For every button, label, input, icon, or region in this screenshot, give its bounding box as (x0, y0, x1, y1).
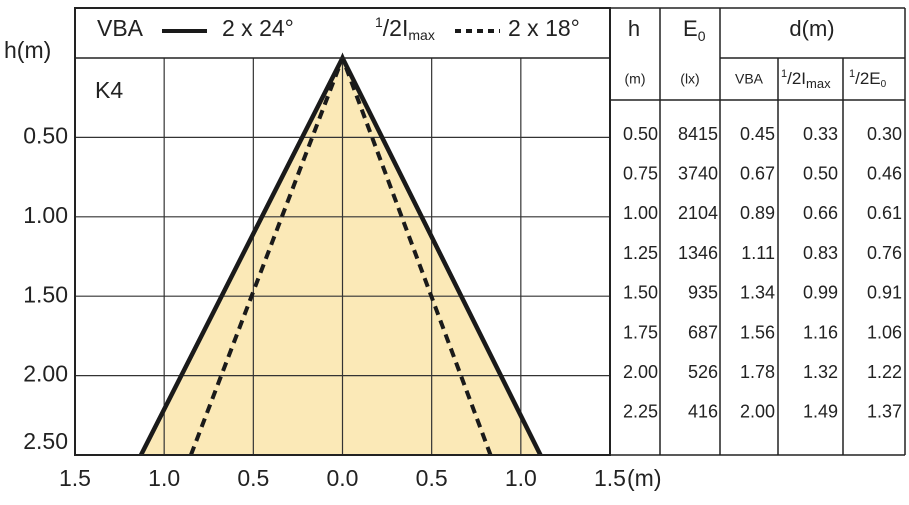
table-cell: 1.00 (623, 203, 658, 223)
table-unit: (lx) (680, 71, 699, 87)
table-cell: 1.37 (867, 402, 902, 422)
table-cell: 2.00 (623, 362, 658, 382)
table-lines (610, 7, 906, 456)
legend-label: 2 x 18° (508, 15, 580, 41)
table-cell: 8415 (678, 124, 718, 144)
sub: 0 (881, 79, 887, 90)
table-cell: 1.16 (803, 322, 838, 342)
table-cell: 0.50 (803, 163, 838, 183)
table-cell: 2104 (678, 203, 718, 223)
sup: 1 (375, 14, 383, 30)
table-cell: 0.66 (803, 203, 838, 223)
sub: 0 (698, 28, 706, 44)
x-tick-label: 1.5 (594, 465, 626, 491)
table-cell: 1.11 (741, 243, 775, 263)
y-tick-label: 2.00 (23, 361, 68, 387)
table-cell: 0.83 (803, 243, 838, 263)
table-cell: 0.99 (803, 283, 838, 303)
legend-label: VBA (97, 15, 144, 41)
y-tick-label: 1.00 (23, 202, 68, 228)
x-tick-label: 1.5 (59, 465, 91, 491)
legend-label: 1/2Imax (375, 14, 435, 43)
table-cell: 0.89 (740, 203, 775, 223)
table-cell: 1346 (678, 243, 718, 263)
table-cell: 416 (688, 402, 718, 422)
table-cell: 1.34 (740, 283, 775, 303)
table-cell: 0.50 (623, 124, 658, 144)
table-cell: 3740 (678, 163, 718, 183)
table-unit: VBA (735, 71, 764, 87)
plot (75, 52, 610, 457)
table-cell: 1.49 (803, 402, 838, 422)
table-cell: 687 (688, 322, 718, 342)
x-axis-label: (m) (627, 465, 661, 491)
table-header: h (628, 16, 640, 41)
x-tick-label: 0.5 (237, 465, 269, 491)
table-unit: 1/2E0 (849, 68, 887, 90)
table-cell: 0.75 (623, 163, 658, 183)
table-cell: 1.06 (867, 322, 902, 342)
table-cell: 1.25 (623, 243, 658, 263)
table-cell: 0.67 (740, 163, 775, 183)
main: /2E (855, 69, 881, 88)
y-tick-label: 2.50 (23, 428, 68, 454)
table-header: E0 (683, 16, 706, 44)
sub: max (806, 76, 831, 91)
table-cell: 0.33 (803, 124, 838, 144)
y-tick-label: 1.50 (23, 281, 68, 307)
table-cell: 526 (688, 362, 718, 382)
x-tick-label: 1.0 (148, 465, 180, 491)
table-cell: 1.32 (803, 362, 838, 382)
plot-border (74, 7, 611, 456)
table-cell: 0.45 (740, 124, 775, 144)
table-cell: 0.61 (867, 203, 902, 223)
table-unit: (m) (625, 71, 646, 87)
table-cell: 0.91 (867, 283, 902, 303)
y-tick-label: 0.50 (23, 122, 68, 148)
table-cell: 2.00 (740, 402, 775, 422)
table-cell: 1.50 (623, 283, 658, 303)
beam-area (140, 58, 541, 455)
table-cell: 1.78 (740, 362, 775, 382)
table-cell: 0.76 (867, 243, 902, 263)
chart-label: K4 (95, 77, 123, 103)
table-cell: 1.75 (623, 322, 658, 342)
table-body: 0.50 8415 0.45 0.33 0.30 0.75 3740 0.67 0.50 0.46… (623, 124, 902, 422)
table-cell: 1.22 (867, 362, 902, 382)
table-unit: 1/2Imax (781, 68, 831, 92)
sup: 1 (781, 68, 787, 80)
sub: max (408, 27, 434, 43)
table-cell: 1.56 (740, 322, 775, 342)
sup: 1 (849, 68, 855, 80)
table-cell: 935 (688, 283, 718, 303)
main: /2I (787, 69, 806, 88)
x-tick-label: 0.0 (327, 465, 359, 491)
table-cell: 2.25 (623, 402, 658, 422)
table-cell: 0.30 (867, 124, 902, 144)
x-tick-label: 0.5 (416, 465, 448, 491)
legend-label: 2 x 24° (222, 15, 294, 41)
main: E (683, 16, 698, 41)
y-axis-label: h(m) (4, 37, 51, 63)
table-cell: 0.46 (867, 163, 902, 183)
x-tick-label: 1.0 (505, 465, 537, 491)
main: /2I (383, 15, 409, 41)
table-header: d(m) (789, 16, 834, 41)
